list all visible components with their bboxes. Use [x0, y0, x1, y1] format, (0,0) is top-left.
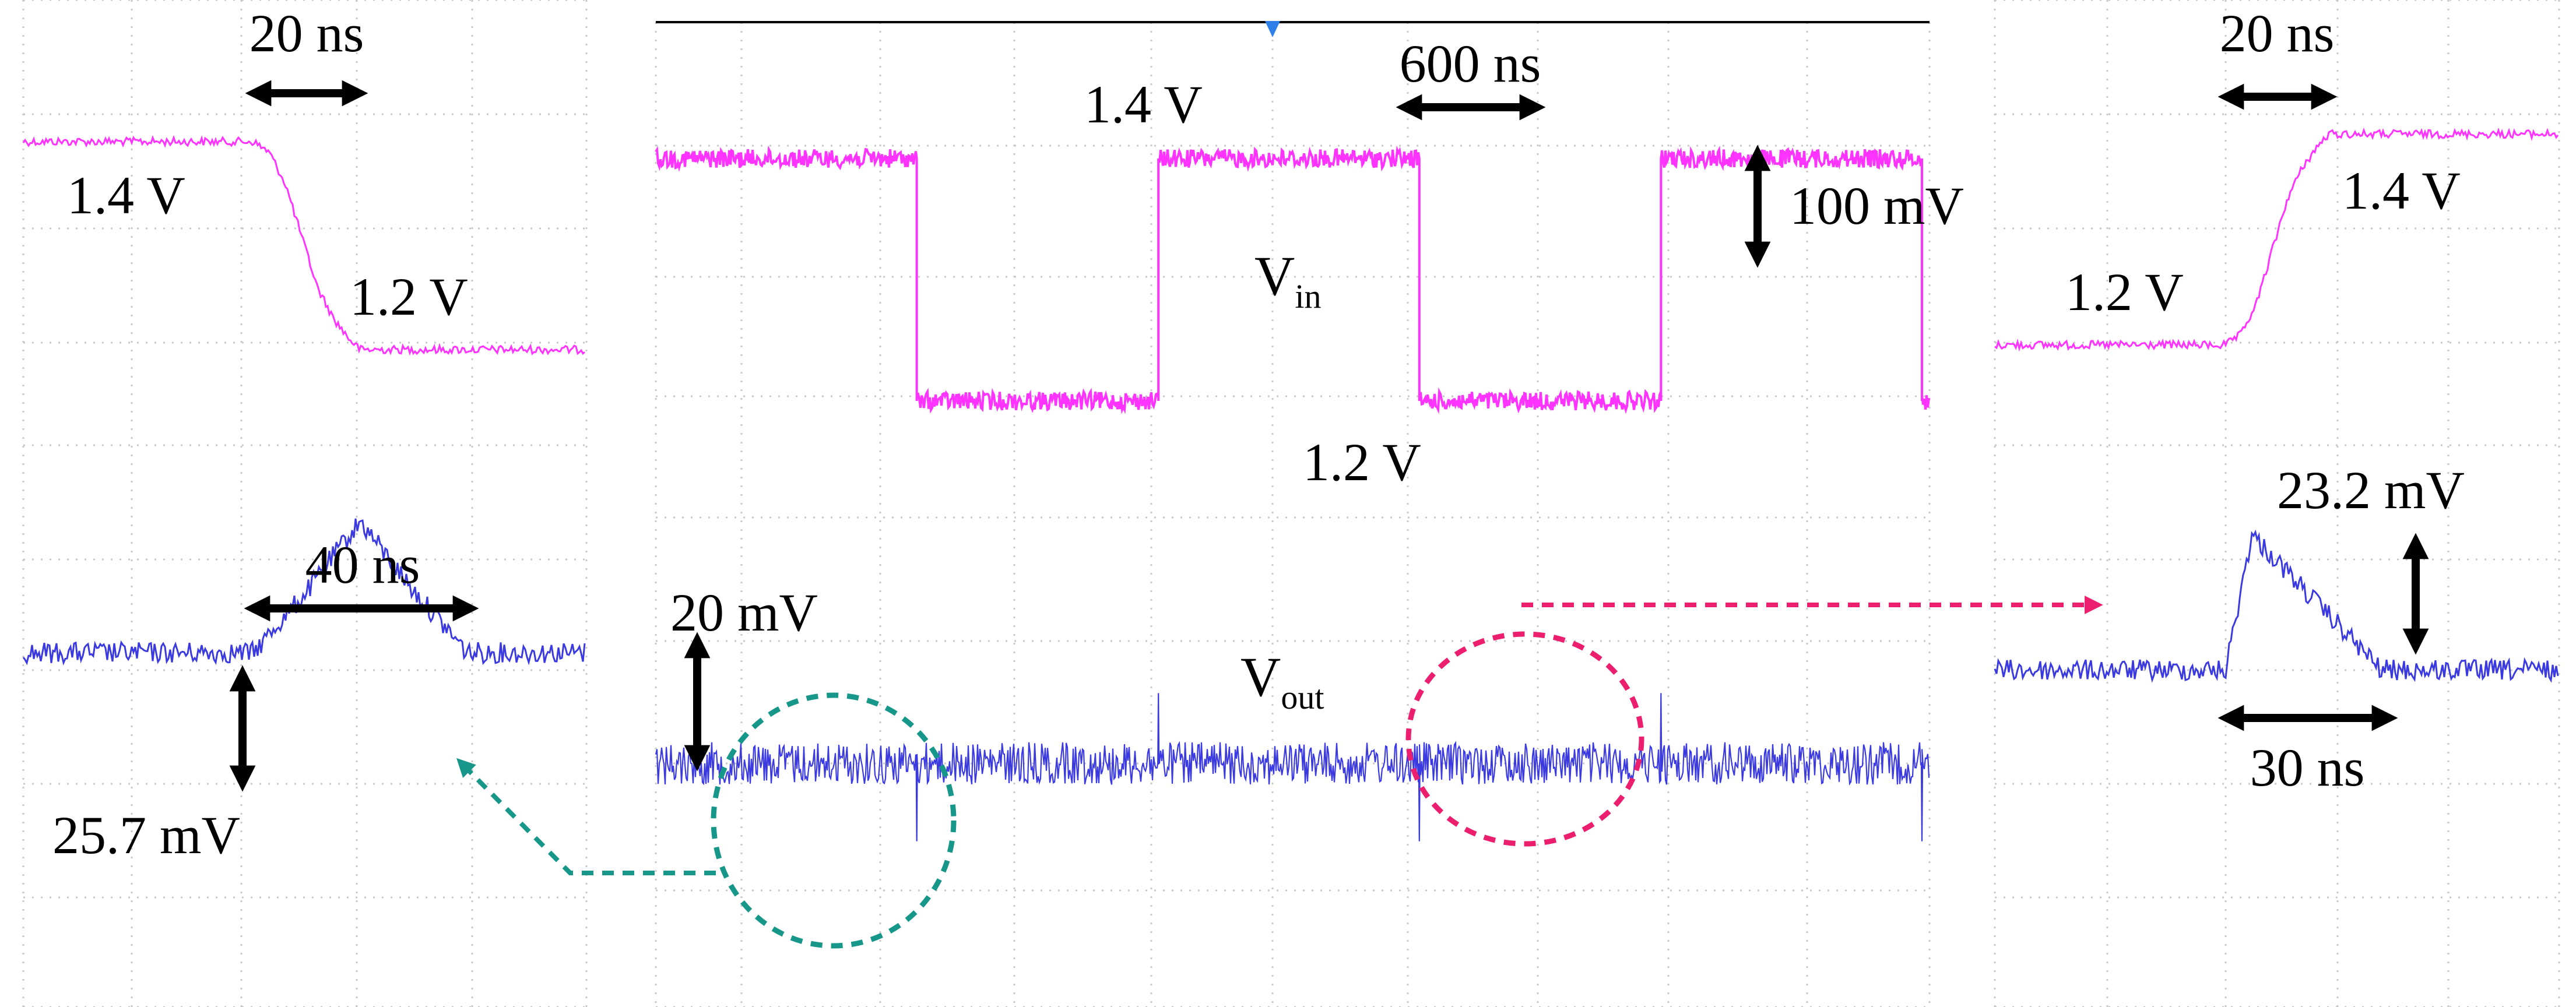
main-vin-trace-line — [655, 145, 1930, 414]
falling-edge-dashed-arrow — [456, 758, 716, 875]
main-vin-high-label: 1.4 V — [1084, 75, 1203, 134]
main-vin-name-label: Vin — [1254, 245, 1321, 315]
left-vin-low-label: 1.2 V — [350, 267, 468, 326]
left-vin-high-label: 1.4 V — [67, 166, 185, 225]
right-bump-time-label: 30 ns — [2250, 738, 2365, 797]
left-vout-trace — [22, 518, 586, 666]
rising-edge-highlight-circle — [1405, 631, 1644, 847]
main-vout-name-label: Vout — [1240, 646, 1324, 716]
left-dip-time-label: 40 ns — [305, 535, 420, 594]
left-edge-time-label: 20 ns — [249, 3, 364, 63]
trigger-marker-icon — [1265, 21, 1280, 37]
left-vin-trace — [22, 135, 585, 356]
right-bump-amplitude-label: 23.2 mV — [2277, 460, 2465, 520]
right-vin-high-label: 1.4 V — [2342, 161, 2461, 220]
right-edge-time-label: 20 ns — [2220, 3, 2335, 63]
main-time-scale-label: 600 ns — [1400, 34, 1541, 93]
main-vout-scale-label: 20 mV — [670, 583, 818, 642]
main-scope-grid — [655, 22, 1931, 1007]
main-vin-low-label: 1.2 V — [1303, 432, 1421, 492]
main-vout-trace — [655, 693, 1930, 841]
right-vout-trace — [1994, 529, 2559, 683]
falling-edge-highlight-circle — [711, 692, 957, 949]
right-vin-low-label: 1.2 V — [2065, 262, 2184, 322]
right-vin-trace — [1994, 127, 2559, 352]
left-zoom-grid — [22, 0, 588, 1007]
right-zoom-grid — [1994, 0, 2560, 1007]
main-vin-scale-label: 100 mV — [1790, 176, 1964, 235]
left-dip-amplitude-label: 25.7 mV — [52, 805, 240, 865]
